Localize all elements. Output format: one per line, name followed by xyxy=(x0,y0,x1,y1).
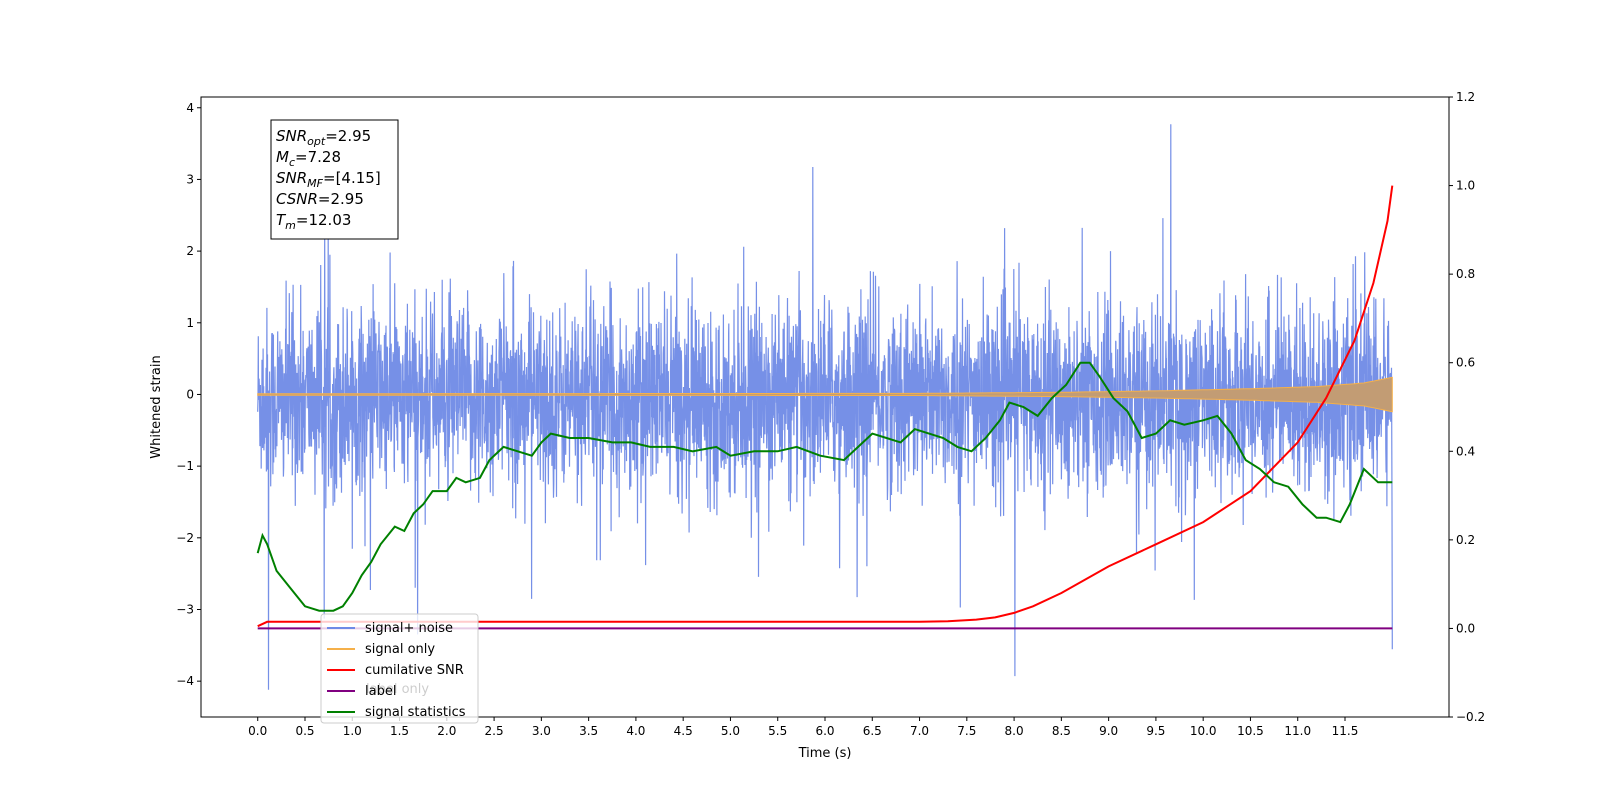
x-tick-label: 3.5 xyxy=(579,724,598,738)
x-tick-label: 2.0 xyxy=(437,724,456,738)
x-tick-label: 4.0 xyxy=(626,724,645,738)
y2-tick-label: 1.0 xyxy=(1456,179,1475,193)
y2-tick-label: 0.8 xyxy=(1456,267,1475,281)
x-tick-label: 0.5 xyxy=(295,724,314,738)
x-tick-label: 9.5 xyxy=(1146,724,1165,738)
y2-tick-label: 0.4 xyxy=(1456,444,1475,458)
x-tick-label: 5.0 xyxy=(721,724,740,738)
series-cumulative-snr xyxy=(257,185,1394,628)
info-box-line: SNRMF=[4.15] xyxy=(276,169,381,190)
y2-tick-label: −0.2 xyxy=(1456,710,1485,724)
y-tick-label: 2 xyxy=(186,244,194,258)
x-tick-label: 11.5 xyxy=(1332,724,1359,738)
y-tick-label: 3 xyxy=(186,172,194,186)
info-box-line: SNRopt=2.95 xyxy=(276,127,371,148)
x-tick-label: 7.0 xyxy=(910,724,929,738)
y-tick-label: −2 xyxy=(176,531,194,545)
x-tick-label: 1.5 xyxy=(390,724,409,738)
plot-area xyxy=(256,124,1394,690)
y2-tick-label: 1.2 xyxy=(1456,90,1475,104)
y-tick-label: 4 xyxy=(186,101,194,115)
y-tick-label: −1 xyxy=(176,459,194,473)
y-tick-label: −3 xyxy=(176,602,194,616)
info-box-line: CSNR=2.95 xyxy=(276,190,364,208)
info-box-line: Tm=12.03 xyxy=(276,211,351,232)
y-tick-label: 0 xyxy=(186,387,194,401)
x-tick-label: 10.0 xyxy=(1190,724,1217,738)
series-signal-only xyxy=(257,376,1393,413)
x-tick-label: 11.0 xyxy=(1284,724,1311,738)
x-tick-label: 5.5 xyxy=(768,724,787,738)
x-tick-label: 9.0 xyxy=(1099,724,1118,738)
x-tick-label: 8.5 xyxy=(1052,724,1071,738)
legend-frame xyxy=(320,613,479,724)
legend-label: cumilative SNR xyxy=(365,663,464,678)
x-tick-label: 3.0 xyxy=(532,724,551,738)
x-tick-label: 1.0 xyxy=(343,724,362,738)
series-signal-noise xyxy=(257,124,1393,690)
legend-label: label xyxy=(365,684,396,699)
legend-label: signal+ noise xyxy=(365,621,453,636)
y-tick-label: 1 xyxy=(186,316,194,330)
y2-tick-label: 0.2 xyxy=(1456,533,1475,547)
y-axis-label: Whitened strain xyxy=(149,355,164,458)
x-tick-label: 6.0 xyxy=(815,724,834,738)
x-axis-label: Time (s) xyxy=(798,746,852,761)
legend-label: signal statistics xyxy=(365,705,466,720)
info-box-frame xyxy=(270,119,399,240)
x-tick-label: 7.5 xyxy=(957,724,976,738)
legend-label: signal only xyxy=(365,642,435,657)
info-box-line: Mc=7.28 xyxy=(276,148,341,169)
y-tick-label: −4 xyxy=(176,674,194,688)
x-tick-label: 4.5 xyxy=(674,724,693,738)
axes: 0.0 0.5 1.0 1.5 2.0 2.5 3.0 3.5 4.0 4.5 5.0 5.5 6.0 6… xyxy=(176,90,1485,738)
x-tick-label: 8.0 xyxy=(1005,724,1024,738)
x-tick-label: 10.5 xyxy=(1237,724,1264,738)
x-tick-label: 6.5 xyxy=(863,724,882,738)
x-tick-label: 2.5 xyxy=(485,724,504,738)
series-signal-statistics xyxy=(256,361,1393,612)
y2-tick-label: 0.0 xyxy=(1456,621,1475,635)
x-tick-label: 0.0 xyxy=(248,724,267,738)
y2-tick-label: 0.6 xyxy=(1456,356,1475,370)
